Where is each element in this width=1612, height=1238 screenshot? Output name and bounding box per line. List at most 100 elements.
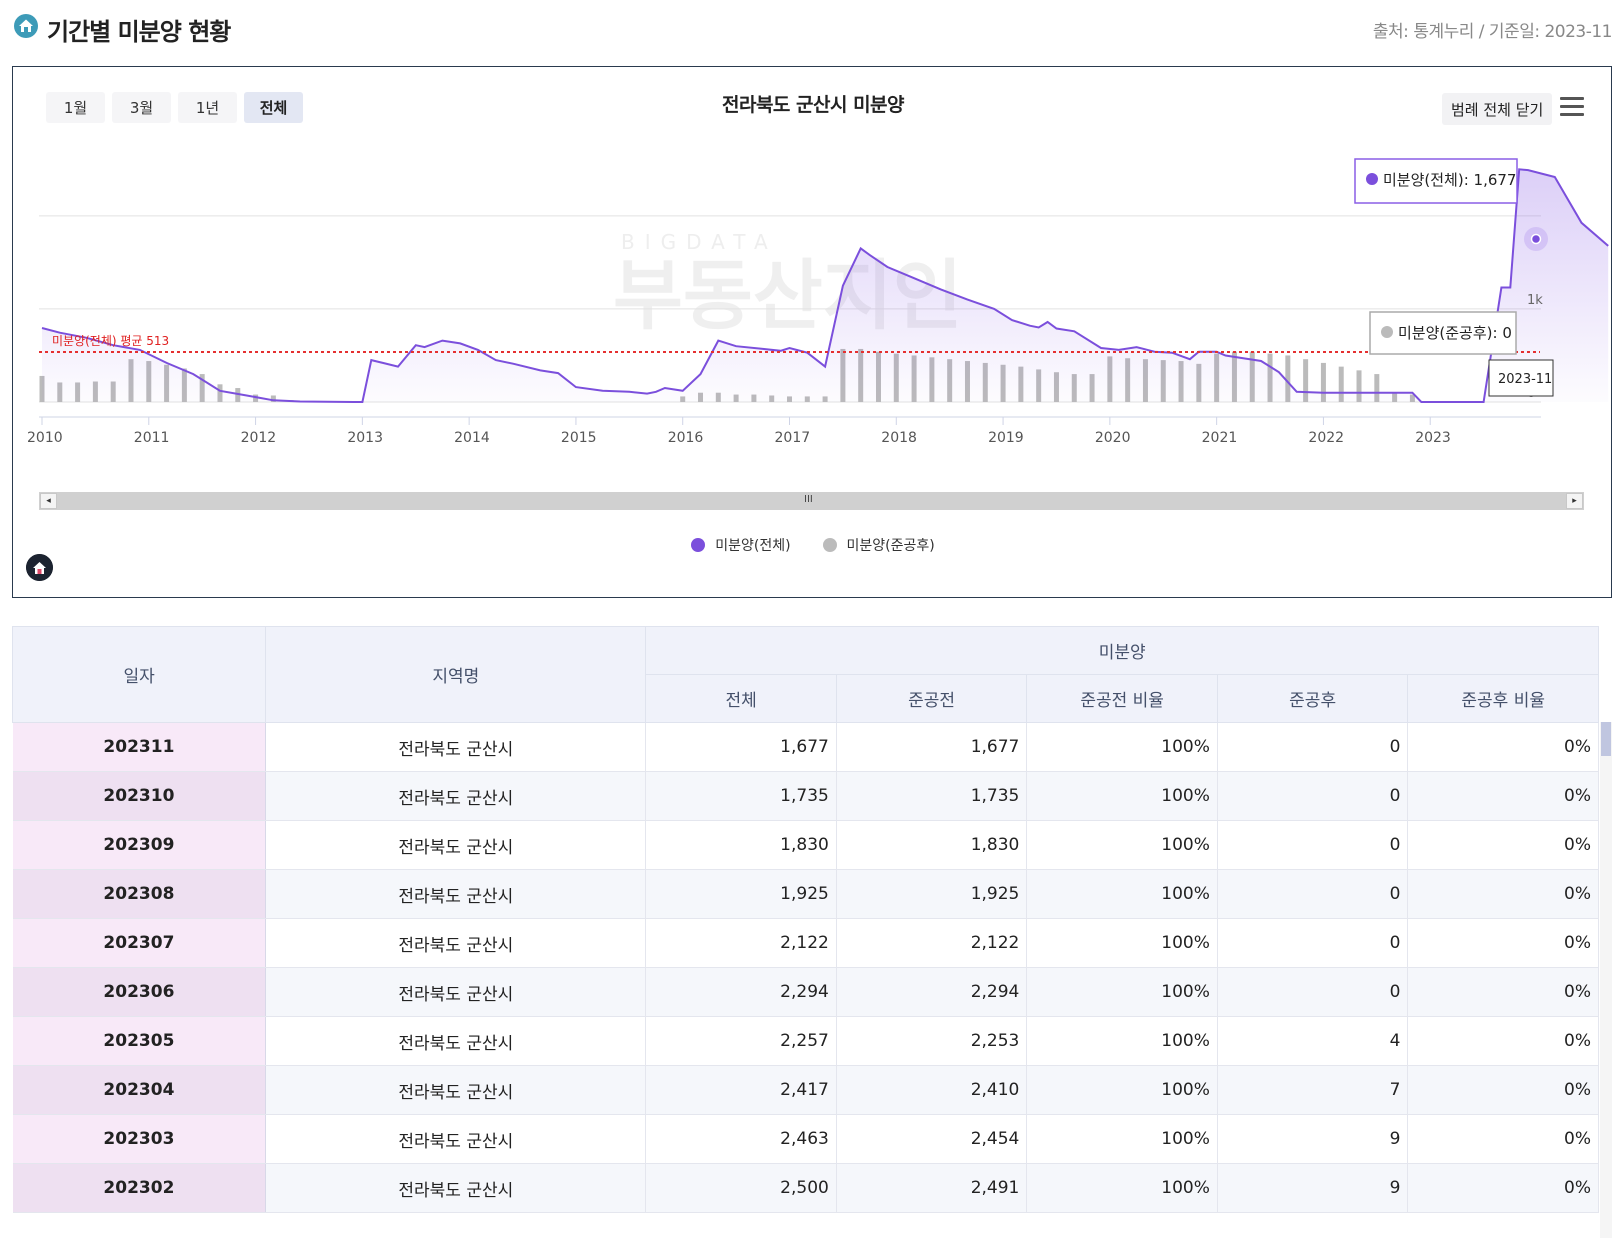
- after-cell: 0: [1217, 918, 1409, 968]
- table-vertical-scrollbar[interactable]: [1600, 722, 1612, 1238]
- hamburger-menu-icon[interactable]: [1560, 97, 1584, 119]
- scroll-right-arrow[interactable]: ▸: [1566, 493, 1583, 509]
- table-scroll-thumb[interactable]: [1601, 722, 1611, 756]
- before-cell: 2,122: [836, 918, 1028, 968]
- region-cell: 전라북도 군산시: [265, 1163, 647, 1213]
- region-cell: 전라북도 군산시: [265, 967, 647, 1017]
- chart-plot: BIGDATA 부동산지인 2010 2011 2012 2013 2014 2015 20…: [27, 158, 1609, 446]
- after-cell: 7: [1217, 1065, 1409, 1115]
- after-cell: 0: [1217, 771, 1409, 821]
- x-tick-label: 2016: [668, 430, 704, 446]
- bar-completed-51[interactable]: [1320, 362, 1326, 402]
- after-ratio-cell: 0%: [1407, 771, 1599, 821]
- header-after-ratio[interactable]: 준공후 비율: [1407, 674, 1599, 723]
- bar-completed-49[interactable]: [1285, 355, 1291, 402]
- after-ratio-cell: 0%: [1407, 1163, 1599, 1213]
- x-tick-label: 2023: [1415, 430, 1451, 446]
- range-button-1m[interactable]: 1월: [46, 92, 105, 123]
- line-total[interactable]: [41, 168, 1609, 403]
- bar-completed-52[interactable]: [1338, 366, 1344, 402]
- before-cell: 2,410: [836, 1065, 1028, 1115]
- x-tick-label: 2017: [775, 430, 811, 446]
- before-cell: 2,294: [836, 967, 1028, 1017]
- header-total[interactable]: 전체: [645, 674, 837, 723]
- table-row[interactable]: 202303 전라북도 군산시 2,463 2,454 100% 9 0%: [12, 1114, 1599, 1164]
- total-cell: 2,257: [645, 1016, 837, 1066]
- legend-item-total[interactable]: 미분양(전체): [691, 535, 791, 555]
- region-cell: 전라북도 군산시: [265, 771, 647, 821]
- area-fill-total: [42, 169, 1609, 402]
- before-ratio-cell: 100%: [1026, 1016, 1218, 1066]
- tooltip-total-text: 미분양(전체): 1,677: [1383, 171, 1516, 189]
- date-cell: 202310: [12, 771, 267, 821]
- date-cell: 202308: [12, 869, 267, 919]
- date-cell: 202307: [12, 918, 267, 968]
- table-row[interactable]: 202305 전라북도 군산시 2,257 2,253 100% 4 0%: [12, 1016, 1599, 1066]
- date-cell: 202305: [12, 1016, 267, 1066]
- range-button-3m[interactable]: 3월: [112, 92, 171, 123]
- table-row[interactable]: 202306 전라북도 군산시 2,294 2,294 100% 0 0%: [12, 967, 1599, 1017]
- before-ratio-cell: 100%: [1026, 967, 1218, 1017]
- table-row[interactable]: 202310 전라북도 군산시 1,735 1,735 100% 0 0%: [12, 771, 1599, 821]
- x-tick-label: 2012: [241, 430, 277, 446]
- x-tick-label: 2020: [1095, 430, 1131, 446]
- crosshair-date-label: 2023-11: [1488, 359, 1554, 397]
- scroll-grip-icon[interactable]: III: [804, 494, 813, 505]
- date-cell: 202302: [12, 1163, 267, 1213]
- bar-completed-13[interactable]: [270, 395, 276, 402]
- header-after[interactable]: 준공후: [1216, 674, 1409, 723]
- legend-item-completed[interactable]: 미분양(준공후): [822, 535, 935, 555]
- bar-completed-53[interactable]: [1356, 370, 1362, 402]
- table-row[interactable]: 202304 전라북도 군산시 2,417 2,410 100% 7 0%: [12, 1065, 1599, 1115]
- date-cell: 202304: [12, 1065, 267, 1115]
- after-ratio-cell: 0%: [1407, 1016, 1599, 1066]
- date-cell: 202306: [12, 967, 267, 1017]
- before-cell: 1,735: [836, 771, 1028, 821]
- total-cell: 2,463: [645, 1114, 837, 1164]
- header-before-ratio[interactable]: 준공전 비율: [1026, 674, 1218, 723]
- range-button-1y[interactable]: 1년: [178, 92, 237, 123]
- header-region[interactable]: 지역명: [265, 626, 647, 723]
- legend-close-all-button[interactable]: 범례 전체 닫기: [1442, 93, 1553, 125]
- x-tick-label: 2018: [881, 430, 917, 446]
- after-ratio-cell: 0%: [1407, 1065, 1599, 1115]
- table-row[interactable]: 202307 전라북도 군산시 2,122 2,122 100% 0 0%: [12, 918, 1599, 968]
- range-button-all[interactable]: 전체: [244, 92, 303, 123]
- bar-completed-54[interactable]: [1374, 374, 1380, 402]
- before-ratio-cell: 100%: [1026, 918, 1218, 968]
- before-ratio-cell: 100%: [1026, 722, 1218, 772]
- chart-navigator-scrollbar[interactable]: ◂ III ▸: [39, 492, 1584, 510]
- chart-legend: 미분양(전체) 미분양(준공후): [13, 535, 1612, 555]
- data-table: 일자 지역명 미분양 전체 준공전 준공전 비율 준공후 준공후 비율 2023…: [12, 626, 1599, 1213]
- before-cell: 2,454: [836, 1114, 1028, 1164]
- region-cell: 전라북도 군산시: [265, 722, 647, 772]
- region-cell: 전라북도 군산시: [265, 1016, 647, 1066]
- region-cell: 전라북도 군산시: [265, 918, 647, 968]
- table-row[interactable]: 202309 전라북도 군산시 1,830 1,830 100% 0 0%: [12, 820, 1599, 870]
- brand-logo-icon: [26, 554, 53, 581]
- bar-completed-50[interactable]: [1303, 359, 1309, 402]
- legend-label-completed: 미분양(준공후): [846, 538, 935, 554]
- header-date[interactable]: 일자: [12, 626, 267, 723]
- table-row[interactable]: 202302 전라북도 군산시 2,500 2,491 100% 9 0%: [12, 1163, 1599, 1213]
- home-icon: [14, 14, 38, 38]
- watermark-bigdata: BIGDATA: [621, 230, 778, 254]
- hover-marker: [1524, 227, 1548, 251]
- table-row[interactable]: 202308 전라북도 군산시 1,925 1,925 100% 0 0%: [12, 869, 1599, 919]
- data-table-container[interactable]: 일자 지역명 미분양 전체 준공전 준공전 비율 준공후 준공후 비율 2023…: [12, 626, 1612, 1238]
- after-ratio-cell: 0%: [1407, 820, 1599, 870]
- scroll-left-arrow[interactable]: ◂: [40, 493, 57, 509]
- tooltip-total: 미분양(전체): 1,677: [1354, 158, 1518, 204]
- header-group: 미분양: [645, 626, 1599, 675]
- table-row[interactable]: 202311 전라북도 군산시 1,677 1,677 100% 0 0%: [12, 722, 1599, 772]
- before-ratio-cell: 100%: [1026, 869, 1218, 919]
- before-cell: 2,491: [836, 1163, 1028, 1213]
- tooltip-completed: 미분양(준공후): 0: [1369, 311, 1517, 355]
- total-cell: 2,122: [645, 918, 837, 968]
- header-before[interactable]: 준공전: [835, 674, 1028, 723]
- legend-label-total: 미분양(전체): [715, 538, 791, 554]
- crosshair-date-text: 2023-11: [1498, 372, 1552, 387]
- before-cell: 1,925: [836, 869, 1028, 919]
- x-tick-label: 2015: [561, 430, 597, 446]
- after-ratio-cell: 0%: [1407, 1114, 1599, 1164]
